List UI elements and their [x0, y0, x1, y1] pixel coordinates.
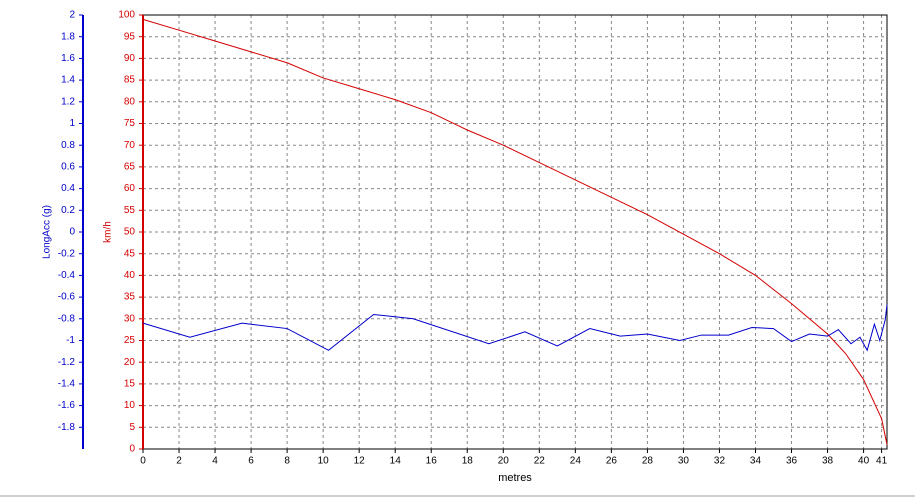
x-tick-label: 10 — [318, 456, 330, 467]
y-tick-label: 5 — [129, 422, 135, 433]
x-tick-label: 6 — [248, 456, 254, 467]
y-tick-label: 60 — [124, 183, 136, 194]
y-tick-label: 35 — [124, 292, 136, 303]
y2-tick-label: -0.4 — [58, 270, 76, 281]
y-tick-label: 50 — [124, 227, 136, 238]
y2-tick-label: 1.4 — [61, 75, 75, 86]
x-tick-label: 22 — [534, 456, 546, 467]
y2-tick-label: 2 — [69, 10, 75, 21]
y-tick-label: 10 — [124, 400, 136, 411]
y2-tick-label: 1.8 — [61, 31, 75, 42]
y-tick-label: 65 — [124, 162, 136, 173]
y-tick-label: 70 — [124, 140, 136, 151]
x-tick-label: 28 — [642, 456, 654, 467]
x-tick-label: 14 — [390, 456, 402, 467]
y2-tick-label: 0.6 — [61, 162, 75, 173]
y-tick-label: 90 — [124, 53, 136, 64]
y-tick-label: 85 — [124, 75, 136, 86]
y2-axis-label: LongAcc (g) — [42, 205, 53, 259]
x-tick-label: 0 — [140, 456, 146, 467]
y2-tick-label: 1.2 — [61, 96, 75, 107]
x-tick-label: 41 — [876, 456, 888, 467]
y-tick-label: 80 — [124, 96, 136, 107]
y2-tick-label: -0.6 — [58, 292, 76, 303]
x-tick-label: 16 — [426, 456, 438, 467]
x-tick-label: 12 — [354, 456, 366, 467]
x-tick-label: 30 — [678, 456, 690, 467]
y2-tick-label: -1 — [66, 335, 75, 346]
y-axis-label: km/h — [103, 221, 114, 243]
x-tick-label: 32 — [714, 456, 726, 467]
x-tick-label: 36 — [786, 456, 798, 467]
y-tick-label: 75 — [124, 118, 136, 129]
y-tick-label: 55 — [124, 205, 136, 216]
y-tick-label: 100 — [118, 10, 135, 21]
y2-tick-label: 0.4 — [61, 183, 75, 194]
y-tick-label: 20 — [124, 357, 136, 368]
y2-tick-label: 1.6 — [61, 53, 75, 64]
y2-tick-label: -1.2 — [58, 357, 76, 368]
y-tick-label: 45 — [124, 248, 136, 259]
x-tick-label: 8 — [284, 456, 290, 467]
y-tick-label: 40 — [124, 270, 136, 281]
x-tick-label: 2 — [176, 456, 182, 467]
x-tick-label: 40 — [858, 456, 870, 467]
y-tick-label: 95 — [124, 31, 136, 42]
x-axis-label: metres — [498, 472, 532, 484]
x-tick-label: 34 — [750, 456, 762, 467]
y-tick-label: 25 — [124, 335, 136, 346]
y-tick-label: 15 — [124, 379, 136, 390]
x-tick-label: 26 — [606, 456, 618, 467]
y2-tick-label: -1.4 — [58, 379, 76, 390]
x-tick-label: 24 — [570, 456, 582, 467]
x-tick-label: 20 — [498, 456, 510, 467]
y2-tick-label: -0.2 — [58, 248, 76, 259]
y2-tick-label: -1.6 — [58, 400, 76, 411]
series-line — [142, 304, 888, 352]
y2-tick-label: 1 — [69, 118, 75, 129]
series-line — [142, 18, 888, 445]
y-tick-label: 30 — [124, 313, 136, 324]
y2-tick-label: 0.2 — [61, 205, 75, 216]
x-tick-label: 4 — [212, 456, 218, 467]
x-tick-label: 18 — [462, 456, 474, 467]
y2-tick-label: 0 — [69, 227, 75, 238]
y2-tick-label: -1.8 — [58, 422, 76, 433]
y-tick-label: 0 — [129, 444, 135, 455]
x-tick-label: 38 — [822, 456, 834, 467]
y2-tick-label: 0.8 — [61, 140, 75, 151]
y2-tick-label: -0.8 — [58, 313, 76, 324]
